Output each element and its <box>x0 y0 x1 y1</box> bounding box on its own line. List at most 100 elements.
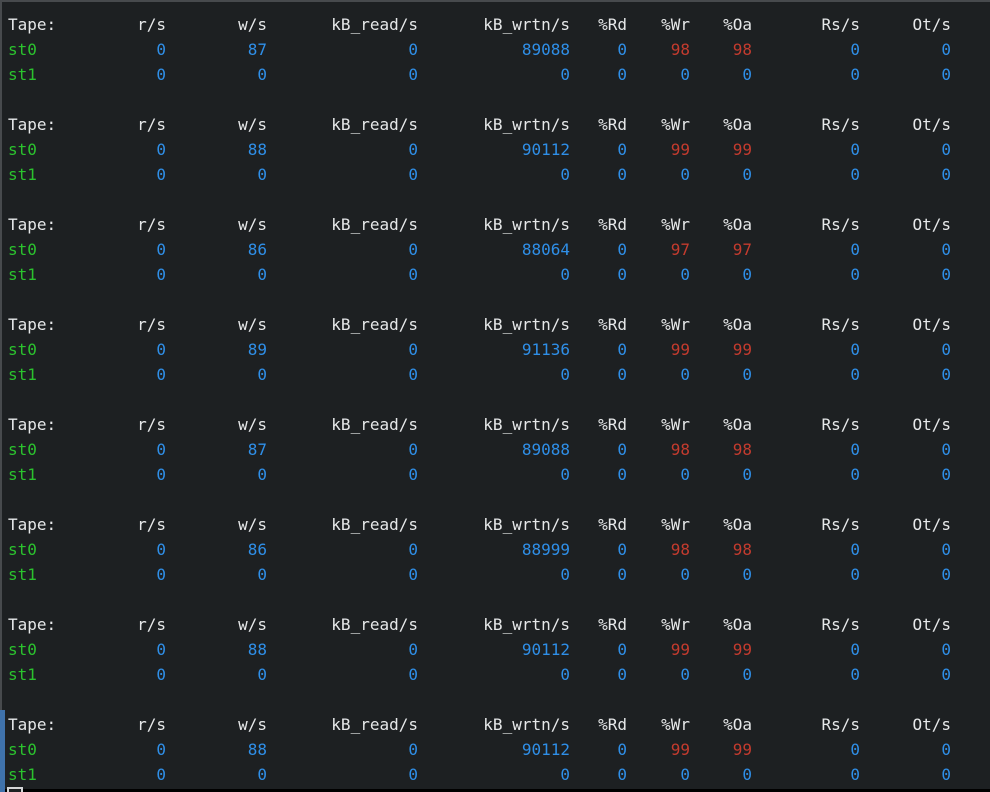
stat-cell: 0 <box>850 440 860 459</box>
stat-cell: 0 <box>850 765 860 784</box>
column-header: %Wr <box>661 115 690 134</box>
column-header: Rs/s <box>821 615 860 634</box>
column-header: Ot/s <box>912 515 951 534</box>
stat-cell: 0 <box>408 65 418 84</box>
tapestat-block: Tape: r/s w/s kB_read/s kB_wrtn/s %Rd %Wr %Oa Rs… <box>8 412 951 487</box>
column-header: kB_wrtn/s <box>483 415 570 434</box>
scroll-indicator[interactable] <box>0 710 5 792</box>
stat-cell: 0 <box>156 565 166 584</box>
table-row: st1 0 0 0 0 0 0 0 0 0 <box>8 262 951 287</box>
stat-cell: 0 <box>617 465 627 484</box>
stat-cell: 0 <box>408 665 418 684</box>
stat-cell: 0 <box>617 665 627 684</box>
device-name: st0 <box>8 440 37 459</box>
stat-cell: 0 <box>680 665 690 684</box>
stat-cell: 0 <box>941 165 951 184</box>
column-header: Tape: <box>8 415 57 434</box>
stat-cell: 0 <box>742 465 752 484</box>
column-header: r/s <box>137 15 166 34</box>
stat-cell: 0 <box>941 740 951 759</box>
stat-cell: 0 <box>941 240 951 259</box>
column-header: Rs/s <box>821 415 860 434</box>
stat-cell: 0 <box>941 765 951 784</box>
column-header: %Oa <box>723 215 752 234</box>
table-header-row: Tape: r/s w/s kB_read/s kB_wrtn/s %Rd %Wr %Oa Rs… <box>8 312 951 337</box>
column-header: Tape: <box>8 515 57 534</box>
column-header: r/s <box>137 415 166 434</box>
column-header: Tape: <box>8 715 57 734</box>
stat-cell: 0 <box>156 165 166 184</box>
stat-cell: 99 <box>732 740 752 759</box>
stat-cell: 0 <box>680 765 690 784</box>
column-header: %Wr <box>661 715 690 734</box>
column-header: Tape: <box>8 215 57 234</box>
stat-cell: 0 <box>408 740 418 759</box>
stat-cell: 0 <box>941 540 951 559</box>
column-header: Rs/s <box>821 115 860 134</box>
stat-cell: 0 <box>257 265 267 284</box>
column-header: %Wr <box>661 215 690 234</box>
column-header: Rs/s <box>821 215 860 234</box>
stat-cell: 0 <box>560 465 570 484</box>
column-header: kB_wrtn/s <box>483 115 570 134</box>
stat-cell: 0 <box>156 465 166 484</box>
table-header-row: Tape: r/s w/s kB_read/s kB_wrtn/s %Rd %Wr %Oa Rs… <box>8 12 951 37</box>
stat-cell: 0 <box>941 40 951 59</box>
tapestat-output: Tape: r/s w/s kB_read/s kB_wrtn/s %Rd %Wr %Oa Rs… <box>8 12 951 792</box>
column-header: kB_wrtn/s <box>483 715 570 734</box>
table-header-row: Tape: r/s w/s kB_read/s kB_wrtn/s %Rd %Wr %Oa Rs… <box>8 412 951 437</box>
stat-cell: 0 <box>560 565 570 584</box>
stat-cell: 0 <box>941 265 951 284</box>
stat-cell: 0 <box>617 640 627 659</box>
column-header: Ot/s <box>912 415 951 434</box>
stat-cell: 0 <box>257 565 267 584</box>
tapestat-block: Tape: r/s w/s kB_read/s kB_wrtn/s %Rd %Wr %Oa Rs… <box>8 12 951 87</box>
stat-cell: 0 <box>156 440 166 459</box>
table-row: st0 0 86 0 88999 0 98 98 0 0 <box>8 537 951 562</box>
stat-cell: 0 <box>156 65 166 84</box>
table-row: st0 0 86 0 88064 0 97 97 0 0 <box>8 237 951 262</box>
stat-cell: 0 <box>156 365 166 384</box>
column-header: kB_read/s <box>331 515 418 534</box>
column-header: w/s <box>238 115 267 134</box>
column-header: w/s <box>238 515 267 534</box>
column-header: Ot/s <box>912 215 951 234</box>
stat-cell: 98 <box>670 40 690 59</box>
stat-cell: 0 <box>941 65 951 84</box>
column-header: kB_read/s <box>331 415 418 434</box>
column-header: kB_read/s <box>331 115 418 134</box>
stat-cell: 0 <box>408 765 418 784</box>
table-row: st0 0 87 0 89088 0 98 98 0 0 <box>8 37 951 62</box>
stat-cell: 0 <box>742 265 752 284</box>
column-header: %Oa <box>723 715 752 734</box>
stat-cell: 0 <box>850 465 860 484</box>
stat-cell: 0 <box>156 340 166 359</box>
tapestat-block: Tape: r/s w/s kB_read/s kB_wrtn/s %Rd %Wr %Oa Rs… <box>8 512 951 587</box>
stat-cell: 98 <box>732 440 752 459</box>
device-name: st0 <box>8 40 37 59</box>
tapestat-block: Tape: r/s w/s kB_read/s kB_wrtn/s %Rd %Wr %Oa Rs… <box>8 112 951 187</box>
column-header: Rs/s <box>821 315 860 334</box>
stat-cell: 90112 <box>521 140 570 159</box>
column-header: kB_wrtn/s <box>483 315 570 334</box>
stat-cell: 0 <box>156 540 166 559</box>
stat-cell: 0 <box>742 565 752 584</box>
window-top-border <box>0 0 990 2</box>
stat-cell: 0 <box>680 265 690 284</box>
stat-cell: 88 <box>247 140 267 159</box>
stat-cell: 0 <box>941 140 951 159</box>
column-header: %Wr <box>661 15 690 34</box>
stat-cell: 0 <box>850 565 860 584</box>
stat-cell: 0 <box>680 565 690 584</box>
stat-cell: 0 <box>617 565 627 584</box>
column-header: r/s <box>137 515 166 534</box>
stat-cell: 0 <box>742 165 752 184</box>
column-header: %Rd <box>598 715 627 734</box>
stat-cell: 0 <box>560 765 570 784</box>
device-name: st1 <box>8 465 37 484</box>
column-header: Tape: <box>8 315 57 334</box>
device-name: st0 <box>8 340 37 359</box>
stat-cell: 0 <box>850 65 860 84</box>
stat-cell: 0 <box>156 765 166 784</box>
table-row: st1 0 0 0 0 0 0 0 0 0 <box>8 362 951 387</box>
